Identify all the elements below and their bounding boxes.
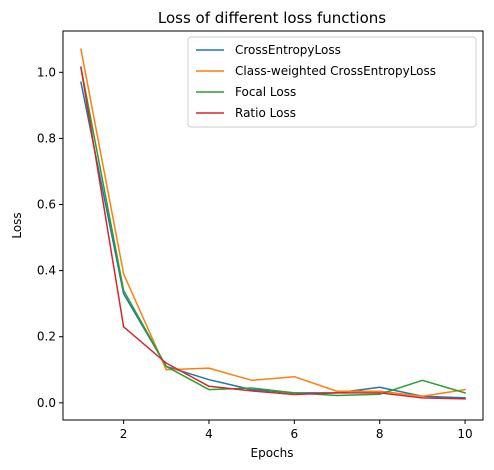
y-tick-label: 0.6 xyxy=(37,198,56,212)
x-tick-label: 10 xyxy=(457,427,472,441)
legend-label: Focal Loss xyxy=(235,85,296,99)
legend: CrossEntropyLoss Class-weighted CrossEntr… xyxy=(187,36,477,128)
y-tick-label: 0.2 xyxy=(37,330,56,344)
series-line-1 xyxy=(80,81,466,399)
series-line-4 xyxy=(80,66,466,400)
y-tick-label: 1.0 xyxy=(37,65,56,79)
y-axis-ticks: 0.0 0.2 0.4 0.6 0.8 1.0 xyxy=(37,65,63,410)
chart-title: Loss of different loss functions xyxy=(158,9,386,27)
series-line-3 xyxy=(80,66,467,397)
y-tick-label: 0.8 xyxy=(37,131,56,145)
axes-frame xyxy=(62,30,484,421)
legend-label: Class-weighted CrossEntropyLoss xyxy=(235,64,436,78)
x-axis-label: Epochs xyxy=(251,446,294,460)
legend-label: Ratio Loss xyxy=(235,106,296,120)
y-tick-label: 0.0 xyxy=(37,396,56,410)
x-axis-ticks: 2 4 6 8 10 xyxy=(120,420,473,441)
plot-area xyxy=(80,48,467,400)
series-line-2 xyxy=(80,48,466,397)
x-tick-label: 2 xyxy=(120,427,128,441)
y-tick-label: 0.4 xyxy=(37,264,56,278)
x-tick-label: 4 xyxy=(205,427,213,441)
legend-label: CrossEntropyLoss xyxy=(235,43,341,57)
x-tick-label: 6 xyxy=(291,427,299,441)
x-tick-label: 8 xyxy=(376,427,384,441)
y-axis-label: Loss xyxy=(10,212,24,238)
legend-box xyxy=(187,36,477,128)
